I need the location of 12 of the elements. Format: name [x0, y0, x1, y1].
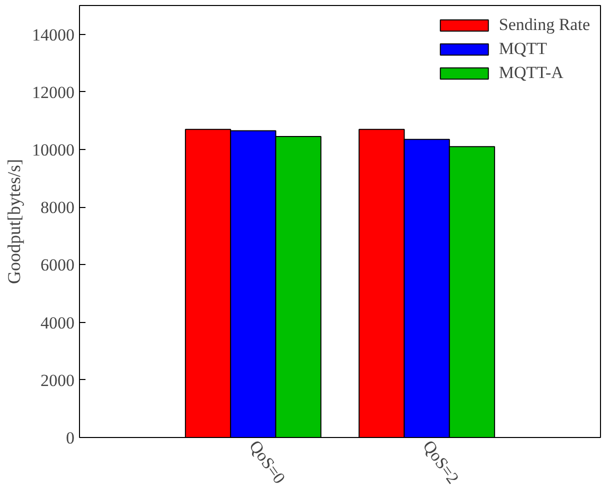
legend-label: Sending Rate [498, 15, 590, 35]
y-axis-title: Goodput[bytes/s] [4, 158, 24, 284]
y-tick-label: 2000 [40, 370, 74, 390]
y-tick-label: 8000 [40, 198, 74, 218]
y-tick-label: 6000 [40, 256, 74, 275]
y-tick-label: 14000 [32, 25, 74, 44]
y-tick-label: 12000 [32, 82, 74, 102]
y-tick-label: 10000 [32, 140, 74, 160]
y-tick-label: 4000 [40, 313, 74, 332]
legend-label: MQTT-A [498, 63, 564, 83]
legend-label: MQTT [498, 39, 548, 59]
y-tick-label: 0 [66, 428, 74, 448]
